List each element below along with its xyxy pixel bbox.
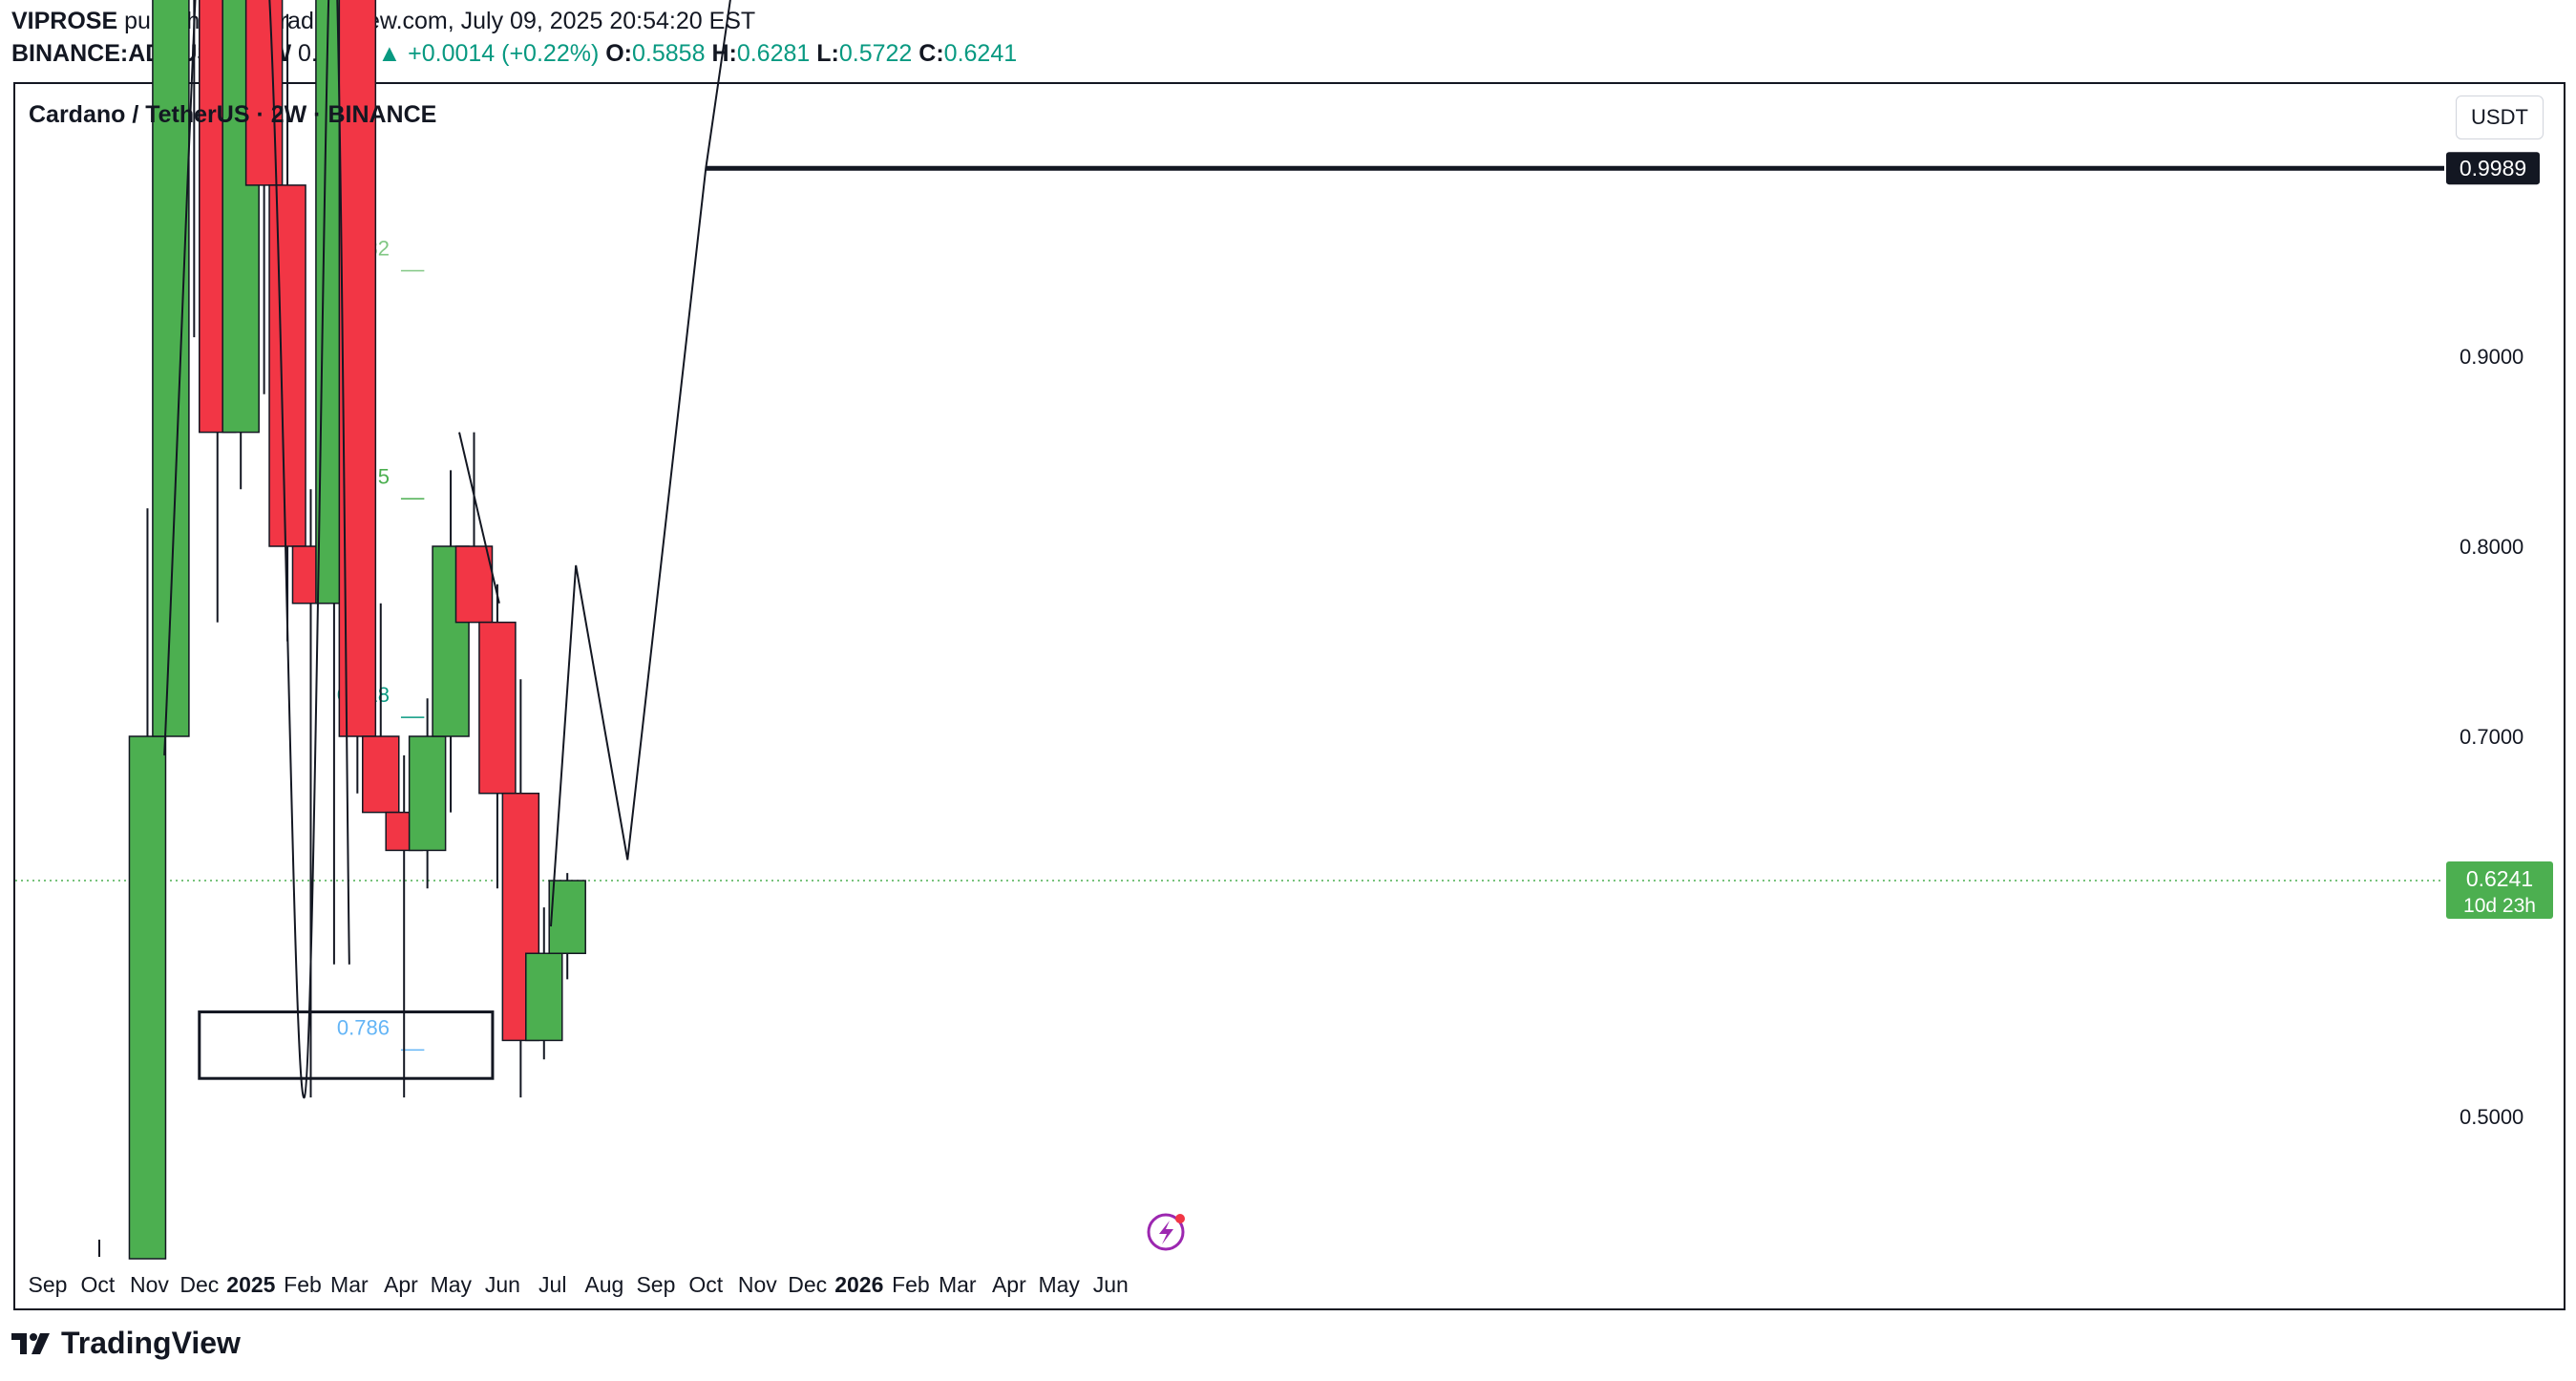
candle-body[interactable] [454,545,494,624]
x-axis-label: Aug [584,1272,623,1297]
target-price-tag [2446,152,2540,185]
x-axis-label: Oct [688,1272,723,1297]
chart-legend: Cardano / TetherUS · 2W · BINANCE [29,101,437,128]
high-value: 0.6281 [736,40,811,67]
x-axis-label: Apr [992,1272,1026,1297]
candle-body[interactable] [128,735,167,1260]
lightning-event-icon[interactable] [1147,1213,1185,1251]
x-axis-label: Feb [892,1272,930,1297]
current-price-tag [2446,861,2553,920]
bar-countdown: 10d 23h [2463,895,2536,917]
candle-body[interactable] [548,880,586,955]
fib-level-0.786-label: 0.786 [337,1015,390,1039]
x-axis-label: Sep [29,1272,68,1297]
projection-path[interactable] [549,0,806,927]
pattern-leg-line[interactable] [458,432,500,604]
tradingview-logo-icon [11,1332,50,1354]
candle-body[interactable] [244,0,284,186]
low-label: L: [816,40,839,67]
x-axis-label: Mar [330,1272,369,1297]
x-axis-label: Nov [130,1272,169,1297]
open-label: O: [605,40,633,67]
x-axis-label: Dec [788,1272,827,1297]
close-value: 0.6241 [943,40,1018,67]
x-axis-label: Jun [485,1272,520,1297]
low-value: 0.5722 [838,40,913,67]
x-axis-label: Feb [284,1272,322,1297]
y-axis-tick-label: 0.5000 [2460,1105,2523,1129]
notification-dot-icon [1175,1214,1185,1223]
target-price-tag-label: 0.9989 [2460,156,2526,181]
close-label: C: [918,40,944,67]
x-axis-label: May [1038,1272,1080,1297]
candle-body[interactable] [432,545,470,737]
x-axis-label: Sep [636,1272,675,1297]
pattern-curve[interactable] [163,0,350,1099]
x-axis-label: 2025 [226,1272,275,1297]
candle-body[interactable] [525,952,563,1042]
lightning-bolt-icon [1159,1221,1173,1244]
y-axis-tick-label: 0.8000 [2460,535,2523,559]
footer-brand: TradingView [11,1326,241,1361]
candle-body[interactable] [268,184,306,547]
x-axis-label: Jun [1093,1272,1129,1297]
x-axis-label: Nov [738,1272,777,1297]
y-axis-tick-label: 0.7000 [2460,725,2523,749]
chart-frame[interactable] [13,82,2565,1310]
candle-body[interactable] [408,735,447,852]
publisher-name: VIPROSE [11,8,118,34]
brand-name: TradingView [61,1326,241,1360]
candle-body[interactable] [362,735,400,814]
x-axis-label: Mar [939,1272,977,1297]
current-price-value: 0.6241 [2466,866,2533,891]
open-value: 0.5858 [632,40,706,67]
x-axis-label: Apr [384,1272,418,1297]
price-change: ▲ +0.0014 (+0.22%) [377,40,600,67]
candle-body[interactable] [478,621,517,795]
support-zone-box[interactable] [198,1010,495,1080]
x-axis-label: Jul [538,1272,566,1297]
x-axis-label: 2026 [834,1272,883,1297]
currency-button[interactable]: USDT [2456,96,2544,139]
y-axis-tick-label: 0.9000 [2460,345,2523,369]
x-axis-label: May [431,1272,473,1297]
x-axis-label: Oct [80,1272,115,1297]
x-axis-label: Dec [179,1272,219,1297]
